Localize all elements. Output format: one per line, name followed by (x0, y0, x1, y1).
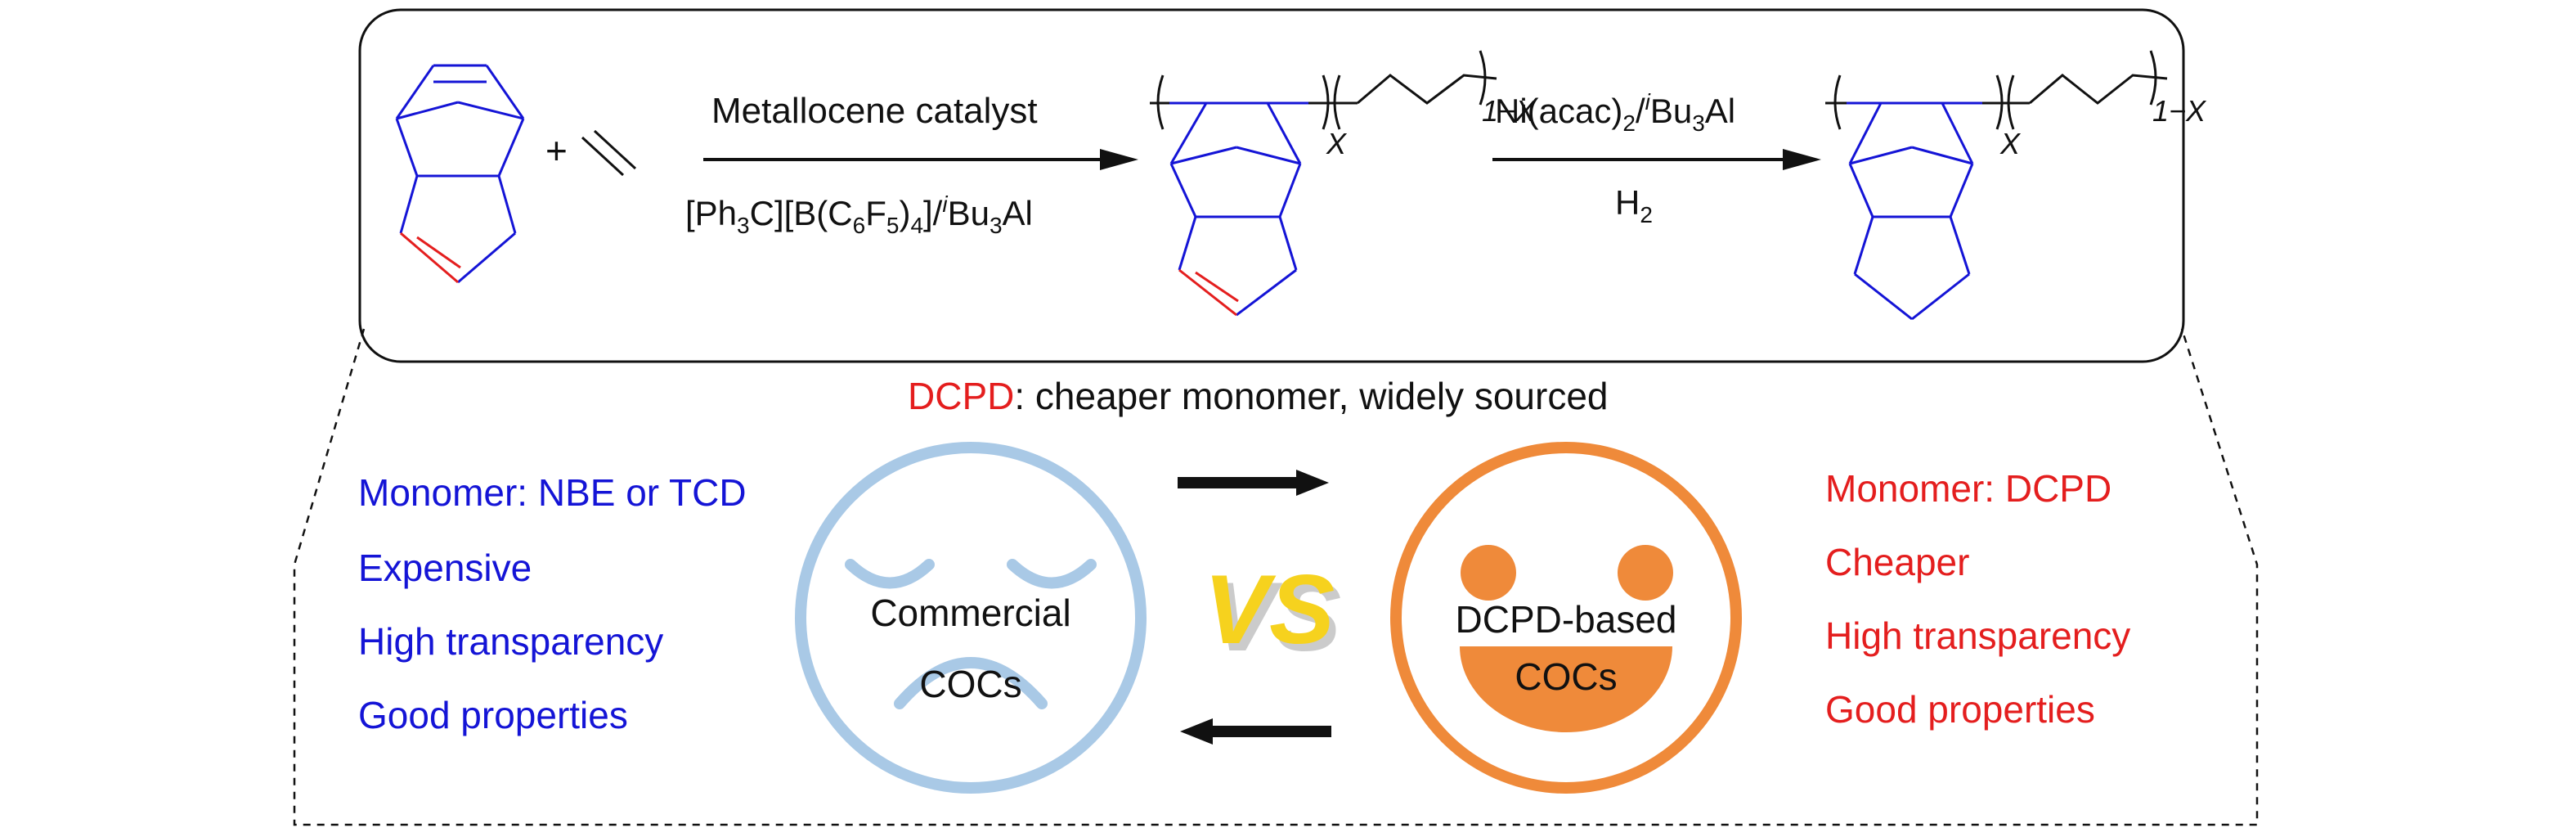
plus-sign: + (545, 129, 568, 172)
dashed-frame (293, 328, 2259, 826)
left-list-item: Expensive (358, 547, 532, 589)
happy-eye-left-icon (1461, 545, 1516, 601)
x-subscript-2: X (1999, 127, 2022, 160)
sad-face-line1: Commercial (870, 592, 1070, 634)
ethylene-structure (581, 129, 637, 177)
sad-mouth-icon (894, 657, 1048, 709)
left-list-item: High transparency (358, 620, 663, 663)
right-list-item: Cheaper (1825, 541, 1969, 583)
copolymer-1-ring-structure (1169, 101, 1308, 317)
reaction-box (358, 8, 2185, 363)
copolymer-1-double-bond (1178, 268, 1239, 317)
dcpd-headline: DCPD: cheaper monomer, widely sourced (908, 375, 1608, 417)
hydrogen-label: H2 (1615, 183, 1653, 227)
left-list-item: Monomer: NBE or TCD (358, 471, 747, 514)
hydrogenation-catalyst-label: Ni(acac)2/iBu3Al (1495, 89, 1735, 136)
sad-eye-right-icon (1007, 559, 1097, 589)
cocatalyst-label: [Ph3C][B(C6F5)4]/iBu3Al (685, 191, 1033, 238)
sad-eye-left-icon (845, 559, 935, 589)
right-property-list: Monomer: DCPD Cheaper High transparency … (1825, 467, 2130, 731)
left-property-list: Monomer: NBE or TCD Expensive High trans… (358, 471, 747, 736)
x-subscript-1: X (1326, 127, 1348, 160)
happy-face-icon (1390, 442, 1742, 794)
catalyst-label: Metallocene catalyst (711, 91, 1038, 131)
one-minus-x-subscript-1: 1−X (1482, 94, 1537, 128)
reaction-arrow-2 (1492, 149, 1821, 170)
vs-shadow: VS (1210, 562, 1341, 672)
happy-face-line2: COCs (1515, 655, 1617, 698)
sad-face-line2: COCs (919, 663, 1021, 705)
copolymer-2-ring-structure (1847, 101, 1982, 321)
right-list-item: High transparency (1825, 614, 2130, 657)
vs-label: VS (1204, 555, 1335, 664)
happy-mouth-icon (1460, 646, 1672, 732)
happy-face-line1: DCPD-based (1456, 598, 1677, 641)
left-list-item: Good properties (358, 694, 628, 736)
happy-eye-right-icon (1618, 545, 1673, 601)
one-minus-x-subscript-2: 1−X (2152, 94, 2207, 128)
sad-face-icon (795, 442, 1147, 794)
dcpd-monomer-structure (395, 64, 525, 284)
dcpd-cyclopentene-double-bond (400, 232, 461, 284)
copolymer-brackets-2 (1825, 50, 2168, 130)
right-list-item: Monomer: DCPD (1825, 467, 2112, 510)
right-list-item: Good properties (1825, 688, 2095, 731)
arrow-to-commercial (1180, 718, 1331, 745)
arrow-to-dcpd (1178, 470, 1329, 496)
reaction-arrow-1 (703, 149, 1138, 170)
copolymer-brackets-1 (1150, 50, 1497, 130)
